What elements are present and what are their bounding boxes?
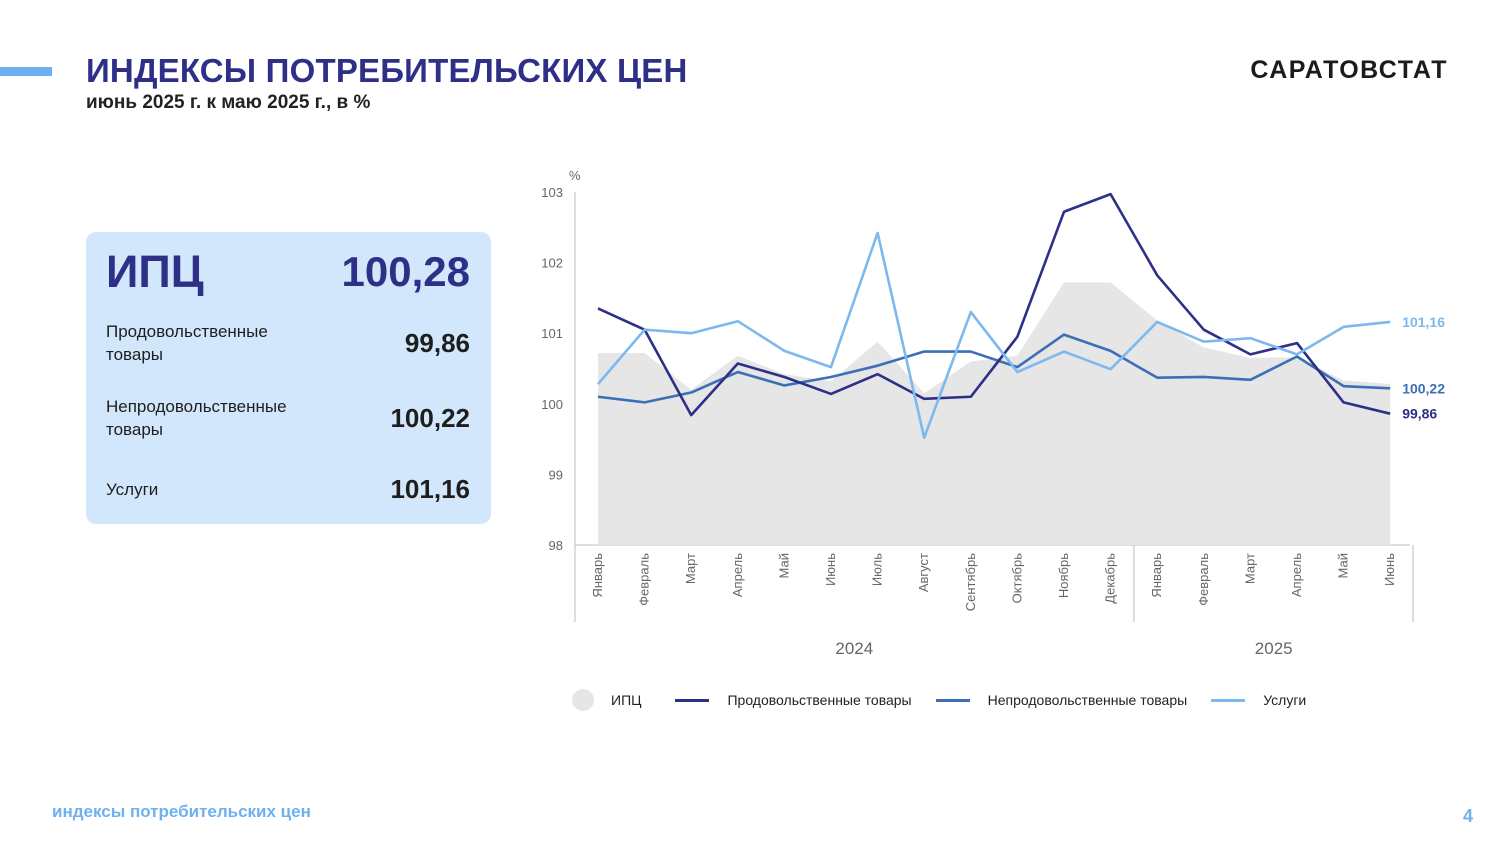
legend-label-services: Услуги xyxy=(1263,692,1307,708)
area-cpi xyxy=(598,282,1391,545)
x-tick-label: Июнь xyxy=(823,553,838,586)
legend-label-food: Продовольственные товары xyxy=(727,692,912,708)
x-tick-label: Май xyxy=(776,553,791,578)
y-tick-label: 103 xyxy=(541,185,563,200)
y-tick-label: 101 xyxy=(541,326,563,341)
x-tick-label: Апрель xyxy=(730,553,745,597)
legend-swatch-food xyxy=(675,698,710,702)
y-tick-label: 98 xyxy=(549,538,563,553)
line-nonfood xyxy=(597,333,1391,404)
food-row: Продовольственные товары 99,86 xyxy=(106,319,470,367)
page-title: ИНДЕКСЫ ПОТРЕБИТЕЛЬСКИХ ЦЕН xyxy=(86,52,688,89)
food-label: Продовольственные товары xyxy=(106,322,268,364)
legend-item-cpi: ИПЦ xyxy=(572,689,641,711)
x-tick-label: Май xyxy=(1336,553,1351,578)
legend-swatch-cpi xyxy=(572,689,594,711)
x-tick-label: Март xyxy=(683,553,698,584)
nonfood-row: Непродовольственные товары 100,22 xyxy=(106,394,470,442)
legend-item-nonfood: Непродовольственные товары xyxy=(935,692,1188,708)
x-tick-label: Август xyxy=(916,553,931,592)
cpi-row: ИПЦ 100,28 xyxy=(106,246,470,298)
nonfood-label: Непродовольственные товары xyxy=(106,397,287,439)
x-tick-label: Февраль xyxy=(637,553,652,606)
x-tick-label: Июль xyxy=(870,553,885,586)
x-tick-label: Декабрь xyxy=(1103,553,1118,604)
x-tick-label: Октябрь xyxy=(1009,553,1024,604)
food-value: 99,86 xyxy=(404,327,470,358)
y-tick-label: 102 xyxy=(541,256,563,271)
accent-bar xyxy=(0,67,52,76)
services-value: 101,16 xyxy=(390,473,470,504)
footer-text: индексы потребительских цен xyxy=(52,802,311,821)
x-tick-label: Январь xyxy=(1149,553,1164,598)
legend-swatch-nonfood xyxy=(935,698,970,702)
legend-item-services: Услуги xyxy=(1211,692,1306,708)
end-label-food: 99,86 xyxy=(1402,406,1437,422)
x-tick-label: Февраль xyxy=(1196,553,1211,606)
page-subtitle: июнь 2025 г. к маю 2025 г., в % xyxy=(86,92,371,113)
legend-swatch-services xyxy=(1211,698,1246,702)
x-tick-label: Сентябрь xyxy=(963,553,978,611)
year-label-2025: 2025 xyxy=(1255,639,1293,658)
y-tick-label: 99 xyxy=(549,467,563,482)
x-tick-label: Апрель xyxy=(1289,553,1304,597)
x-tick-label: Июнь xyxy=(1382,553,1397,586)
legend-label-nonfood: Непродовольственные товары xyxy=(987,692,1188,708)
line-services xyxy=(597,231,1391,439)
x-tick-label: Март xyxy=(1242,553,1257,584)
services-row: Услуги 101,16 xyxy=(106,472,470,506)
chart-legend: ИПЦ Продовольственные товары Непродоволь… xyxy=(572,689,1330,711)
end-label-nonfood: 100,22 xyxy=(1402,380,1445,396)
legend-item-food: Продовольственные товары xyxy=(675,692,912,708)
end-label-services: 101,16 xyxy=(1402,314,1445,330)
line-food xyxy=(597,192,1391,417)
legend-label-cpi: ИПЦ xyxy=(611,692,642,708)
cpi-label: ИПЦ xyxy=(106,246,204,297)
year-label-2024: 2024 xyxy=(835,639,873,658)
y-axis-unit: % xyxy=(569,168,581,183)
cpi-line-chart: % 98 99 100 101 102 103 Январь Февраль Март Апрель… xyxy=(541,168,1445,658)
page-number: 4 xyxy=(1462,806,1473,826)
x-tick-label: Ноябрь xyxy=(1056,553,1071,598)
services-label: Услуги xyxy=(106,479,159,499)
y-tick-label: 100 xyxy=(541,397,563,412)
summary-card: ИПЦ 100,28 Продовольственные товары 99,8… xyxy=(86,232,491,524)
org-logo-text: САРАТОВСТАТ xyxy=(1250,56,1448,84)
nonfood-value: 100,22 xyxy=(390,402,470,433)
x-tick-label: Январь xyxy=(590,553,605,598)
cpi-value: 100,28 xyxy=(341,248,470,295)
